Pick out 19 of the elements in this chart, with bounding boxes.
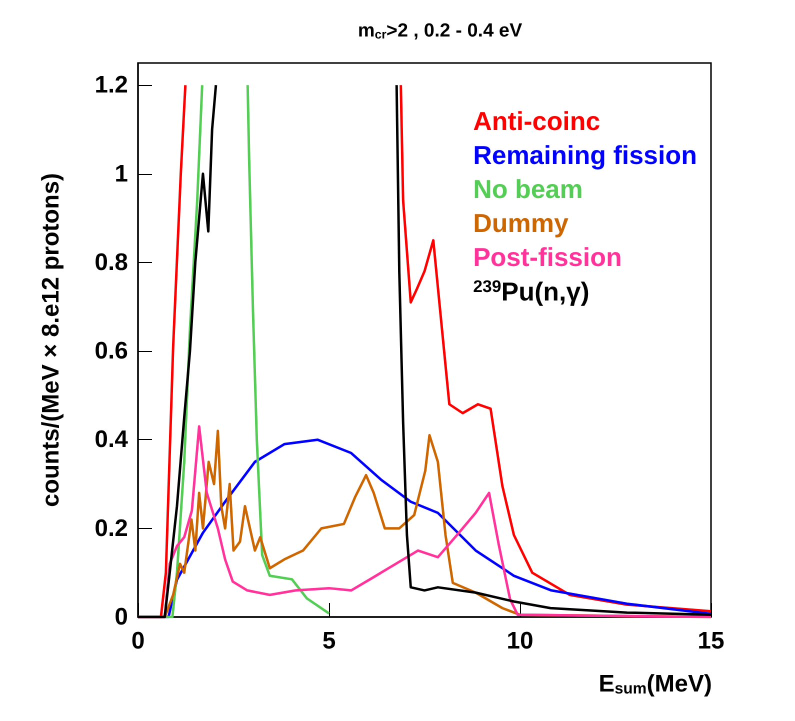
x-tick-label: 10 bbox=[506, 628, 534, 654]
y-tick-label: 0.8 bbox=[94, 248, 128, 276]
x-tick-label: 15 bbox=[698, 628, 724, 654]
text: No beam bbox=[473, 174, 583, 204]
y-tick-label: 0 bbox=[114, 604, 128, 630]
y-tick-label: 1.2 bbox=[94, 72, 128, 99]
x-tick-label: 0 bbox=[131, 628, 145, 654]
text: Anti-coinc bbox=[473, 106, 600, 136]
y-axis-title: counts/(MeV × 8.e12 protons) bbox=[38, 172, 64, 508]
y-tick-label: 0.6 bbox=[94, 338, 128, 365]
x-tick-label: 5 bbox=[322, 628, 336, 654]
y-tick-label: 1 bbox=[114, 160, 128, 188]
y-tick-label: 0.2 bbox=[94, 514, 128, 542]
text: Post-fission bbox=[473, 242, 622, 272]
text: Remaining fission bbox=[473, 140, 697, 170]
y-tick-label: 0.4 bbox=[94, 426, 129, 454]
x-axis-title: Esum(MeV) bbox=[598, 670, 712, 698]
chart-title: mcr>2 , 0.2 - 0.4 eV bbox=[358, 20, 522, 42]
text: Dummy bbox=[473, 208, 569, 238]
